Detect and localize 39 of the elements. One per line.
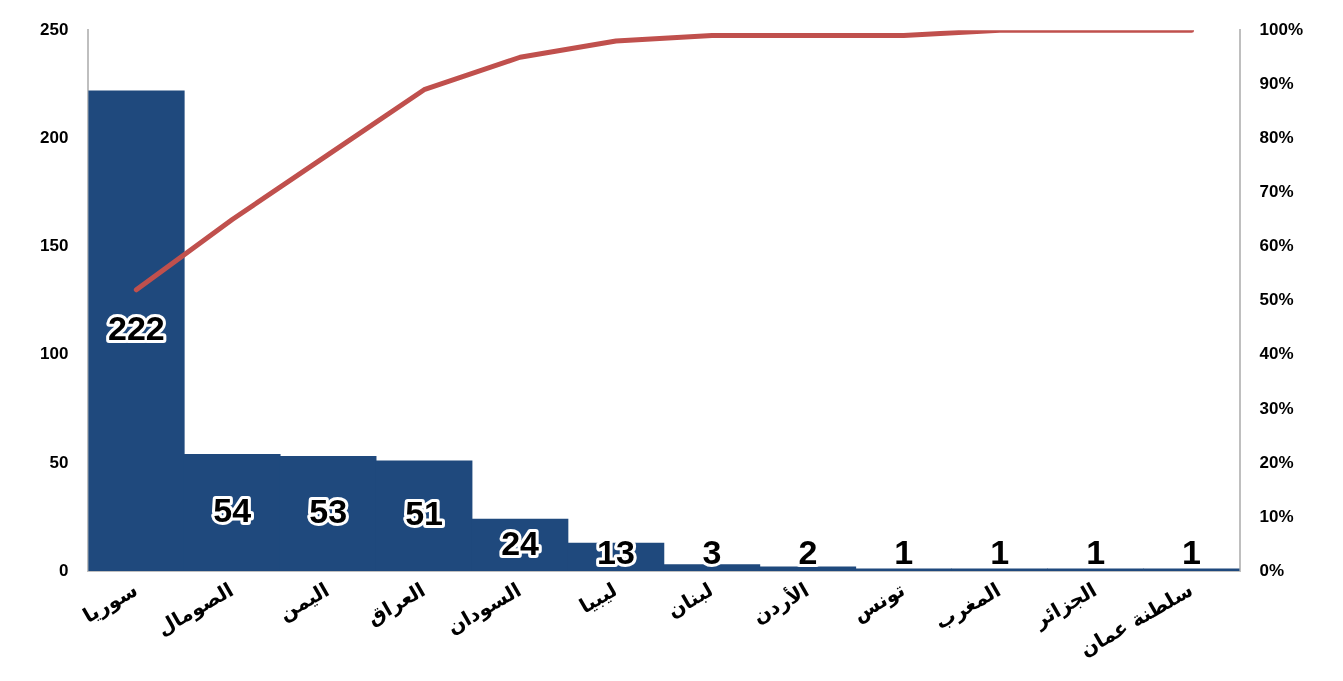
x-tick-label: اليمن bbox=[274, 577, 334, 626]
x-tick-label: العراق bbox=[362, 577, 430, 630]
x-tick-label: الأردن bbox=[747, 576, 813, 629]
x-tick-label: المغرب bbox=[930, 577, 1005, 635]
x-tick-label: لبنان bbox=[663, 577, 718, 623]
y-tick-label: 50 bbox=[49, 452, 69, 472]
x-tick-label: سوريا bbox=[78, 577, 142, 628]
data-label: 1 bbox=[894, 533, 914, 572]
y2-tick-label: 50% bbox=[1259, 290, 1294, 310]
y-tick-label: 200 bbox=[39, 128, 69, 148]
data-label: 1 bbox=[1182, 533, 1202, 572]
data-label: 13 bbox=[597, 533, 635, 572]
data-label: 3 bbox=[702, 533, 722, 572]
y-tick-label: 150 bbox=[39, 236, 69, 256]
y-tick-label: 100 bbox=[39, 344, 69, 364]
data-label: 54 bbox=[213, 491, 252, 530]
y-tick-label: 250 bbox=[39, 19, 69, 39]
x-tick-label: تونس bbox=[848, 577, 909, 627]
y-tick-label: 0 bbox=[58, 560, 69, 580]
y2-tick-label: 20% bbox=[1259, 452, 1294, 472]
y2-tick-label: 60% bbox=[1259, 236, 1294, 256]
y2-tick-label: 30% bbox=[1259, 398, 1294, 418]
y2-tick-label: 40% bbox=[1259, 344, 1294, 364]
y2-tick-label: 70% bbox=[1259, 182, 1294, 202]
data-label: 222 bbox=[107, 309, 165, 348]
data-label: 1 bbox=[990, 533, 1010, 572]
data-label: 24 bbox=[501, 523, 540, 562]
y2-tick-label: 0% bbox=[1259, 560, 1285, 580]
y2-tick-label: 90% bbox=[1259, 73, 1294, 93]
data-label: 51 bbox=[405, 494, 444, 533]
x-tick-label: ليبيا bbox=[574, 577, 622, 619]
y2-tick-label: 100% bbox=[1259, 19, 1303, 39]
data-label: 53 bbox=[309, 492, 348, 531]
data-label: 2 bbox=[798, 533, 818, 572]
y2-tick-label: 10% bbox=[1259, 506, 1294, 526]
x-tick-label: الصومال bbox=[152, 577, 238, 641]
y2-tick-label: 80% bbox=[1259, 128, 1294, 148]
data-label: 1 bbox=[1086, 533, 1106, 572]
x-tick-label: السودان bbox=[442, 577, 526, 640]
